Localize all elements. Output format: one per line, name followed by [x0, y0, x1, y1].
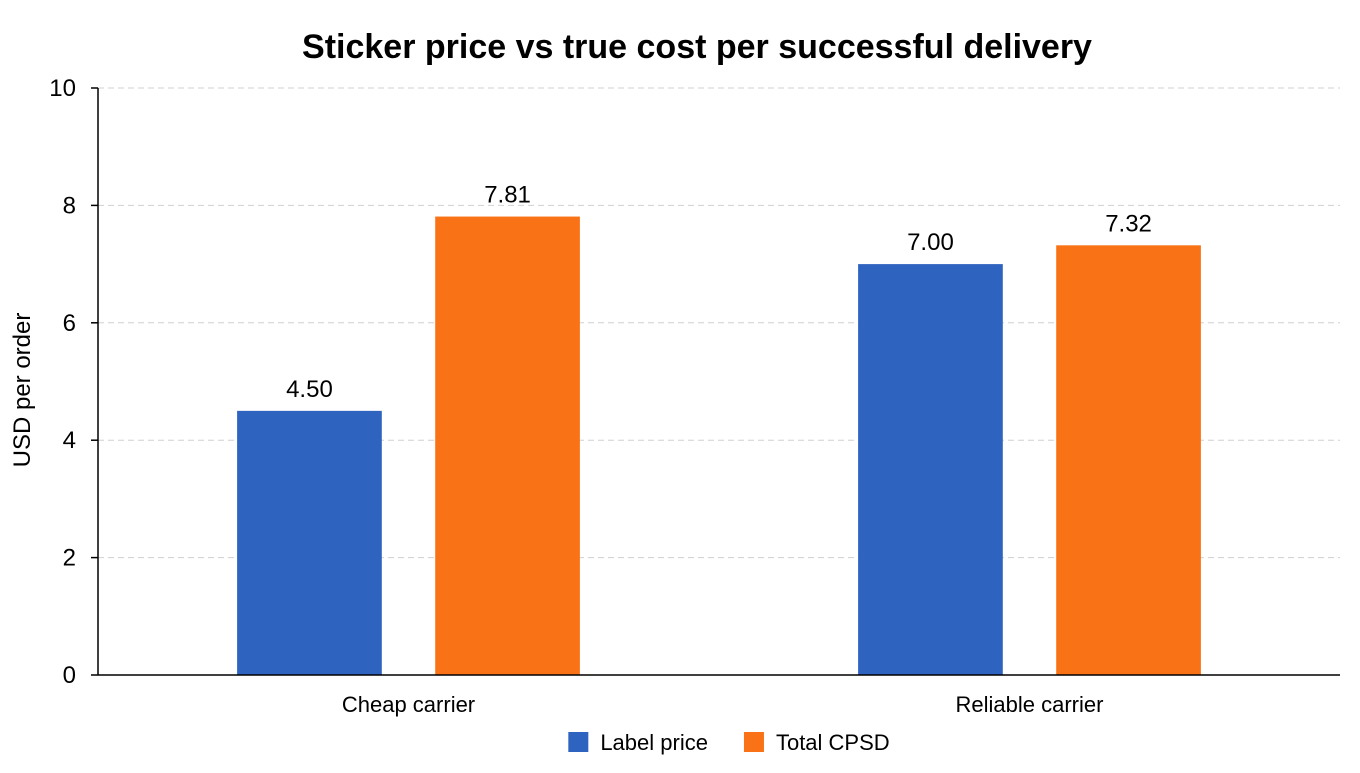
- data-labels: 4.50 7.81 7.00 7.32: [286, 182, 1152, 403]
- legend: Label price Total CPSD: [568, 730, 890, 755]
- y-tick-label: 4: [63, 427, 76, 454]
- legend-swatch: [743, 732, 764, 752]
- x-category-label: Reliable carrier: [956, 692, 1104, 717]
- chart-title: Sticker price vs true cost per successfu…: [302, 28, 1092, 66]
- y-axis-label: USD per order: [9, 313, 36, 468]
- y-tick-label: 8: [63, 192, 76, 219]
- x-category-label: Cheap carrier: [342, 692, 475, 717]
- legend-swatch: [568, 732, 589, 752]
- x-category-labels: Cheap carrier Reliable carrier: [342, 692, 1104, 717]
- legend-label: Total CPSD: [776, 730, 890, 755]
- bar-label-price-0: [237, 410, 382, 675]
- bar-total-cpsd-1: [1056, 245, 1201, 676]
- data-label: 4.50: [286, 376, 333, 403]
- y-tick-labels: 0 2 4 6 8 10: [49, 75, 98, 689]
- y-tick-label: 10: [49, 75, 76, 102]
- data-label: 7.81: [484, 182, 531, 209]
- axes: [97, 88, 1340, 676]
- y-tick-label: 2: [63, 545, 76, 572]
- y-tick-label: 0: [63, 662, 76, 689]
- bars: [237, 216, 1201, 676]
- data-label: 7.32: [1105, 210, 1152, 237]
- bar-label-price-1: [858, 264, 1003, 675]
- bar-total-cpsd-0: [435, 216, 580, 676]
- data-label: 7.00: [907, 229, 954, 256]
- y-tick-label: 6: [63, 310, 76, 337]
- legend-label: Label price: [600, 730, 708, 755]
